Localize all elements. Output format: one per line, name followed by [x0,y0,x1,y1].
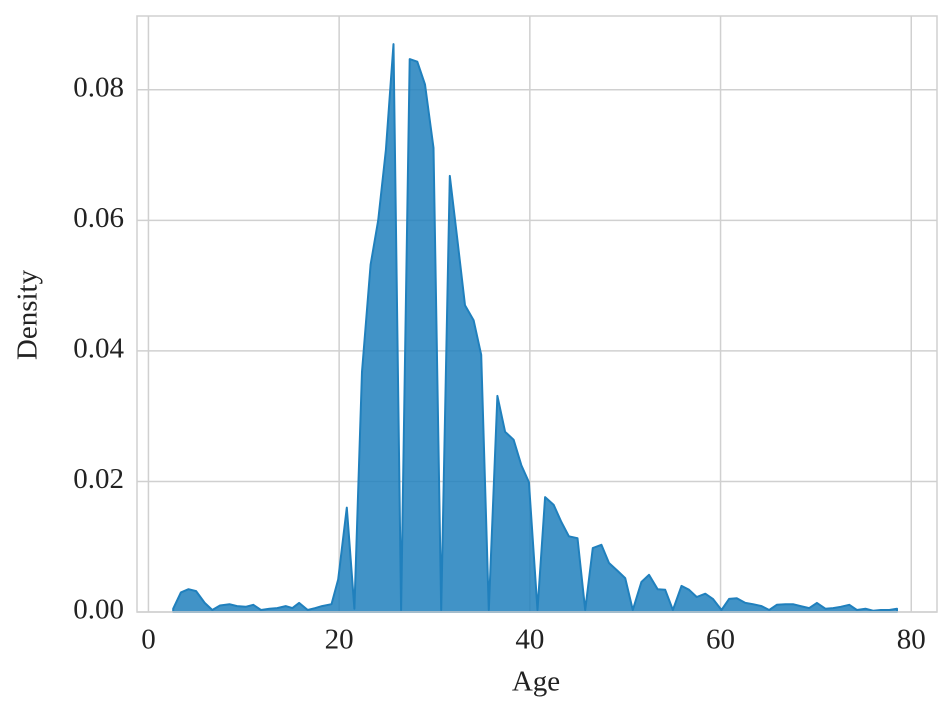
x-tick-label: 40 [515,624,544,656]
x-tick-label: 60 [706,624,735,656]
y-axis-label: Density [12,269,44,360]
y-tick-label: 0.04 [73,333,124,365]
x-tick-label: 20 [325,624,354,656]
y-tick-label: 0.02 [73,463,124,495]
area [172,43,898,613]
x-tick-label: 80 [897,624,926,656]
y-tick-label: 0.00 [73,594,124,626]
y-tick-label: 0.06 [73,202,124,234]
x-axis-label: Age [512,666,560,698]
x-tick-label: 0 [141,624,156,656]
plot-frame [136,15,938,613]
y-tick-label: 0.08 [73,71,124,103]
